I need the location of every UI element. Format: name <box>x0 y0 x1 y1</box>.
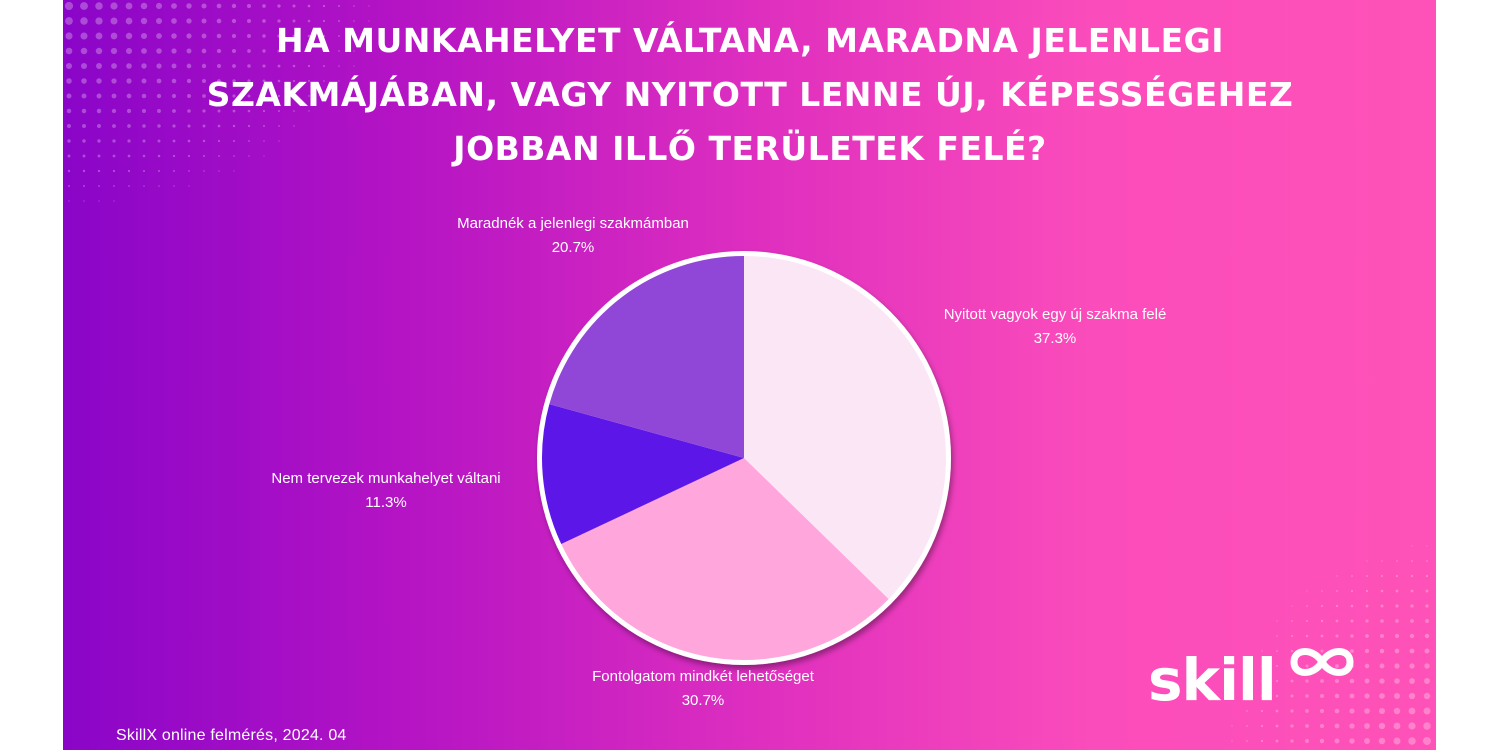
pie-chart: Nyitott vagyok egy új szakma felé 37.3% Fo… <box>271 215 1166 709</box>
infographic-canvas: HA MUNKAHELYET VÁLTANA, MARADNA JELENLEG… <box>63 0 1436 750</box>
slice-value-3: 11.3% <box>365 494 406 511</box>
slice-label-3: Nem tervezek munkahelyet váltani <box>271 470 500 487</box>
pie-slices <box>541 256 947 661</box>
pie-slice-2 <box>561 458 889 661</box>
infinity-icon <box>1290 648 1354 676</box>
pie-slice-1 <box>744 256 947 600</box>
slice-value-2: 30.7% <box>682 692 725 709</box>
source-footer: SkillX online felmérés, 2024. 04 <box>116 727 347 744</box>
slice-label-2: Fontolgatom mindkét lehetőséget <box>592 668 815 685</box>
slice-value-4: 20.7% <box>552 239 595 256</box>
slice-label-1: Nyitott vagyok egy új szakma felé <box>944 306 1167 323</box>
skill-logo: skill <box>1148 640 1368 740</box>
pie-labels: Nyitott vagyok egy új szakma felé 37.3% Fo… <box>271 215 1166 709</box>
pie-slice-3 <box>541 404 744 545</box>
pie-slice-4 <box>549 256 744 458</box>
logo-text: skill <box>1148 646 1277 714</box>
chart-title: HA MUNKAHELYET VÁLTANA, MARADNA JELENLEG… <box>206 21 1294 168</box>
slice-label-4: Maradnék a jelenlegi szakmámban <box>457 215 689 232</box>
slice-value-1: 37.3% <box>1034 330 1077 347</box>
